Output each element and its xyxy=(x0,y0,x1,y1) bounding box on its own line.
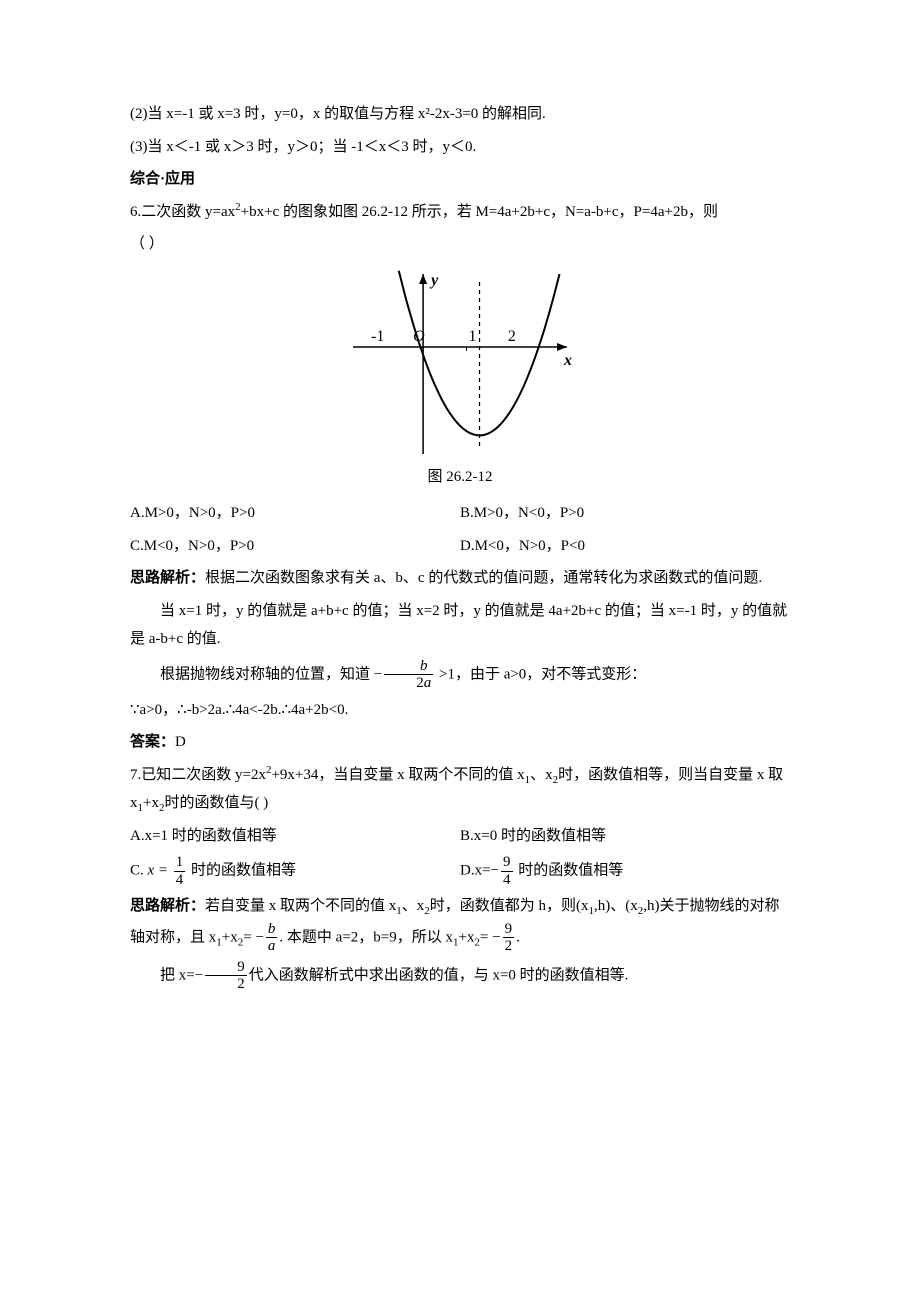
q7-option-c: C. x = 14 时的函数值相等 xyxy=(130,854,460,888)
q7c-prefix: C. xyxy=(130,862,148,878)
q7-b2-frac: 92 xyxy=(205,959,247,993)
q6-body-3: ∵a>0，∴-b>2a.∴4a<-2b.∴4a+2b<0. xyxy=(130,696,790,725)
q6-stem-prefix: 6.二次函数 y=ax xyxy=(130,204,235,220)
q7-stem: 7.已知二次函数 y=2x2+9x+34，当自变量 x 取两个不同的值 x1、x… xyxy=(130,761,790,818)
q7-a-eq: = xyxy=(243,929,251,945)
q7-a-pre: 若自变量 x 取两个不同的值 x xyxy=(205,898,396,914)
q7c-num: 1 xyxy=(174,854,186,872)
q7-options-row-2: C. x = 14 时的函数值相等 D.x=−94 时的函数值相等 xyxy=(130,854,790,888)
q6-body-2: 根据抛物线对称轴的位置，知道 −b2a >1，由于 a>0，对不等式变形： xyxy=(130,658,790,692)
q7-b2-den: 2 xyxy=(205,976,247,993)
q7c-suffix: 时的函数值相等 xyxy=(191,862,296,878)
q7-stem-m2: 、x xyxy=(530,767,553,783)
q6-stem: 6.二次函数 y=ax2+bx+c 的图象如图 26.2-12 所示，若 M=4… xyxy=(130,198,790,227)
q6-paren: （ ） xyxy=(130,230,790,259)
section-heading: 综合·应用 xyxy=(130,165,790,194)
q7-a-m2: 时，函数值都为 h，则(x xyxy=(430,898,589,914)
q7-f1-den: a xyxy=(266,938,278,955)
svg-text:1: 1 xyxy=(469,328,477,345)
q6-body-2-suffix: >1，由于 a>0，对不等式变形： xyxy=(439,666,646,682)
q7c-lhs: x = xyxy=(148,862,169,878)
q7-f2-neg: − xyxy=(492,929,500,945)
q6-body-1: 当 x=1 时，y 的值就是 a+b+c 的值；当 x=2 时，y 的值就是 4… xyxy=(130,597,790,654)
frac-num: b xyxy=(384,658,433,676)
q7-b2-num: 9 xyxy=(205,959,247,977)
q7d-neg: − xyxy=(491,862,499,878)
q6-option-b: B.M>0，N<0，P>0 xyxy=(460,499,790,528)
answer-line-1: (2)当 x=-1 或 x=3 时，y=0，x 的取值与方程 x²-2x-3=0… xyxy=(130,100,790,129)
svg-text:O: O xyxy=(413,328,425,345)
q7-a-m3: ,h)、(x xyxy=(594,898,638,914)
q6-options-row-1: A.M>0，N>0，P>0 B.M>0，N<0，P>0 xyxy=(130,499,790,528)
q7-b2-neg: − xyxy=(195,967,203,983)
q6-body-2-prefix: 根据抛物线对称轴的位置，知道 xyxy=(160,666,370,682)
q7-option-d: D.x=−94 时的函数值相等 xyxy=(460,854,790,888)
q7c-frac: 14 xyxy=(174,854,186,888)
svg-text:-1: -1 xyxy=(371,328,384,345)
q7-stem-prefix: 7.已知二次函数 y=2x xyxy=(130,767,266,783)
q7-f1-num: b xyxy=(266,921,278,939)
q7d-prefix: D.x= xyxy=(460,862,491,878)
q7d-num: 9 xyxy=(501,854,513,872)
q7-a-end1: . 本题中 a=2，b=9，所以 x xyxy=(279,929,453,945)
svg-text:y: y xyxy=(429,272,439,289)
q7d-den: 4 xyxy=(501,872,513,889)
answer-label: 答案： xyxy=(130,734,175,750)
q6-stem-mid: +bx+c 的图象如图 26.2-12 所示，若 M=4a+2b+c，N=a-b… xyxy=(241,204,718,220)
q7-analysis: 思路解析：若自变量 x 取两个不同的值 x1、x2时，函数值都为 h，则(x1,… xyxy=(130,892,790,955)
q7-b2-prefix: 把 x= xyxy=(160,967,195,983)
q7-a-m1: 、x xyxy=(402,898,425,914)
q6-option-c: C.M<0，N>0，P>0 xyxy=(130,532,460,561)
answer-line-2: (3)当 x＜-1 或 x＞3 时，y＞0；当 -1＜x＜3 时，y＜0. xyxy=(130,133,790,162)
q7-frac-b-over-a: ba xyxy=(266,921,278,955)
q7-stem-m4: +x xyxy=(143,795,159,811)
q7-a-end2: +x xyxy=(459,929,475,945)
svg-text:2: 2 xyxy=(508,328,516,345)
q7d-suffix: 时的函数值相等 xyxy=(515,862,624,878)
q7-b2-suffix: 代入函数解析式中求出函数的值，与 x=0 时的函数值相等. xyxy=(249,967,629,983)
q7c-den: 4 xyxy=(174,872,186,889)
q6-chart: -1 1 2 Ox y xyxy=(340,269,580,459)
q7-f2-den: 2 xyxy=(503,938,515,955)
q6-options-row-2: C.M<0，N>0，P>0 D.M<0，N>0，P<0 xyxy=(130,532,790,561)
q7-option-b: B.x=0 时的函数值相等 xyxy=(460,822,790,851)
analysis-label: 思路解析： xyxy=(130,570,205,586)
neg-sign: − xyxy=(374,666,382,682)
q6-option-a: A.M>0，N>0，P>0 xyxy=(130,499,460,528)
analysis-label-2: 思路解析： xyxy=(130,898,205,914)
q7-option-a: A.x=1 时的函数值相等 xyxy=(130,822,460,851)
q7-stem-m1: +9x+34，当自变量 x 取两个不同的值 x xyxy=(271,767,524,783)
answer-value: D xyxy=(175,734,186,750)
analysis-text: 根据二次函数图象求有关 a、b、c 的代数式的值问题，通常转化为求函数式的值问题… xyxy=(205,570,762,586)
q6-option-d: D.M<0，N>0，P<0 xyxy=(460,532,790,561)
q7-options-row-1: A.x=1 时的函数值相等 B.x=0 时的函数值相等 xyxy=(130,822,790,851)
q6-caption: 图 26.2-12 xyxy=(130,463,790,492)
q7-a-m5: +x xyxy=(222,929,238,945)
frac-b-over-2a: b2a xyxy=(384,658,433,692)
parabola-svg: -1 1 2 Ox y xyxy=(340,269,580,459)
svg-text:x: x xyxy=(563,352,572,369)
q7-a-end3: = xyxy=(480,929,488,945)
q7-stem-m5: 时的函数值与( ) xyxy=(164,795,268,811)
q7-body-2: 把 x=−92代入函数解析式中求出函数的值，与 x=0 时的函数值相等. xyxy=(130,959,790,993)
q7-f2-num: 9 xyxy=(503,921,515,939)
q7-f1-neg: − xyxy=(255,929,263,945)
q6-analysis: 思路解析：根据二次函数图象求有关 a、b、c 的代数式的值问题，通常转化为求函数… xyxy=(130,564,790,593)
q7d-frac: 94 xyxy=(501,854,513,888)
frac-den: 2a xyxy=(384,675,433,692)
q6-answer: 答案：D xyxy=(130,728,790,757)
q7-frac-9-over-2: 92 xyxy=(503,921,515,955)
